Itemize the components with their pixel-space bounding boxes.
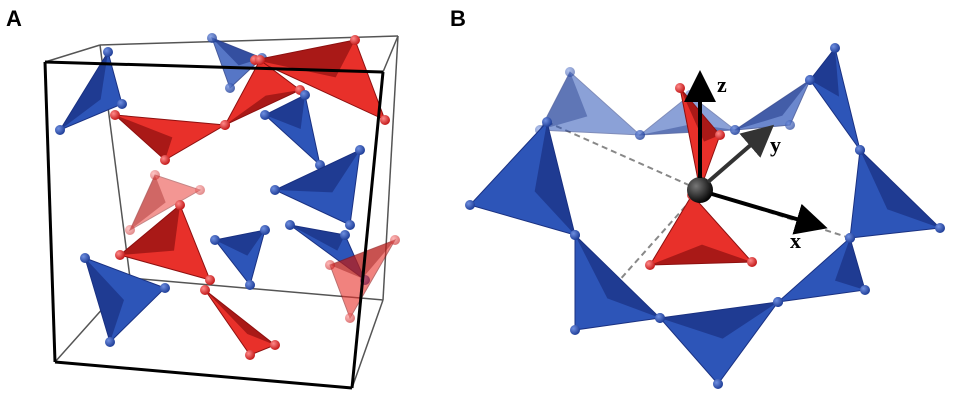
atom — [570, 230, 580, 240]
atom — [103, 47, 113, 57]
atom — [935, 223, 945, 233]
atom — [80, 253, 90, 263]
atom — [260, 110, 270, 120]
atom — [785, 120, 795, 130]
axis-label: x — [790, 228, 801, 253]
tetrahedron-face — [85, 258, 165, 342]
axis-label: z — [717, 72, 727, 97]
atom — [713, 379, 723, 389]
atom — [117, 99, 127, 109]
atom — [207, 33, 217, 43]
atom — [110, 110, 120, 120]
atom — [270, 185, 280, 195]
atom — [645, 260, 655, 270]
atom — [175, 200, 185, 210]
atom — [205, 275, 215, 285]
atom — [830, 43, 840, 53]
tetrahedron-shade — [290, 225, 345, 251]
figure: A B z y x — [0, 0, 955, 394]
atom — [195, 185, 205, 195]
atom — [570, 325, 580, 335]
atom — [565, 67, 575, 77]
atom — [245, 350, 255, 360]
atom — [542, 117, 552, 127]
atom — [160, 283, 170, 293]
atom — [355, 145, 365, 155]
atom — [105, 337, 115, 347]
axis-label: y — [770, 132, 781, 157]
atom — [855, 145, 865, 155]
atom — [350, 35, 360, 45]
atom — [55, 125, 65, 135]
atom — [805, 75, 815, 85]
panel-label: A — [6, 6, 22, 31]
axis-arrow — [712, 194, 820, 226]
atom — [380, 115, 390, 125]
edge — [352, 72, 383, 388]
atom — [255, 55, 265, 65]
atom — [345, 220, 355, 230]
atom — [340, 230, 350, 240]
atom — [285, 220, 295, 230]
atom — [160, 155, 170, 165]
edge — [55, 362, 352, 388]
atom — [635, 130, 645, 140]
atom — [655, 313, 665, 323]
atom — [245, 280, 255, 290]
atom — [220, 120, 230, 130]
panel-label: B — [450, 6, 466, 31]
atom — [730, 125, 740, 135]
atom — [210, 235, 220, 245]
atom — [260, 225, 270, 235]
atom — [125, 225, 135, 235]
atom — [860, 285, 870, 295]
atom — [325, 260, 335, 270]
atom — [150, 170, 160, 180]
edge — [45, 45, 100, 62]
atom — [715, 130, 725, 140]
atom — [115, 250, 125, 260]
structure-drawing — [45, 33, 945, 389]
atom — [675, 83, 685, 93]
atom — [773, 297, 783, 307]
atom — [345, 313, 355, 323]
atom — [390, 235, 400, 245]
atom — [747, 257, 757, 267]
atom — [465, 200, 475, 210]
edge — [383, 36, 398, 300]
atom — [300, 90, 310, 100]
atom — [845, 233, 855, 243]
atom — [200, 285, 210, 295]
edge — [45, 62, 55, 362]
atom — [225, 83, 235, 93]
atom — [270, 340, 280, 350]
